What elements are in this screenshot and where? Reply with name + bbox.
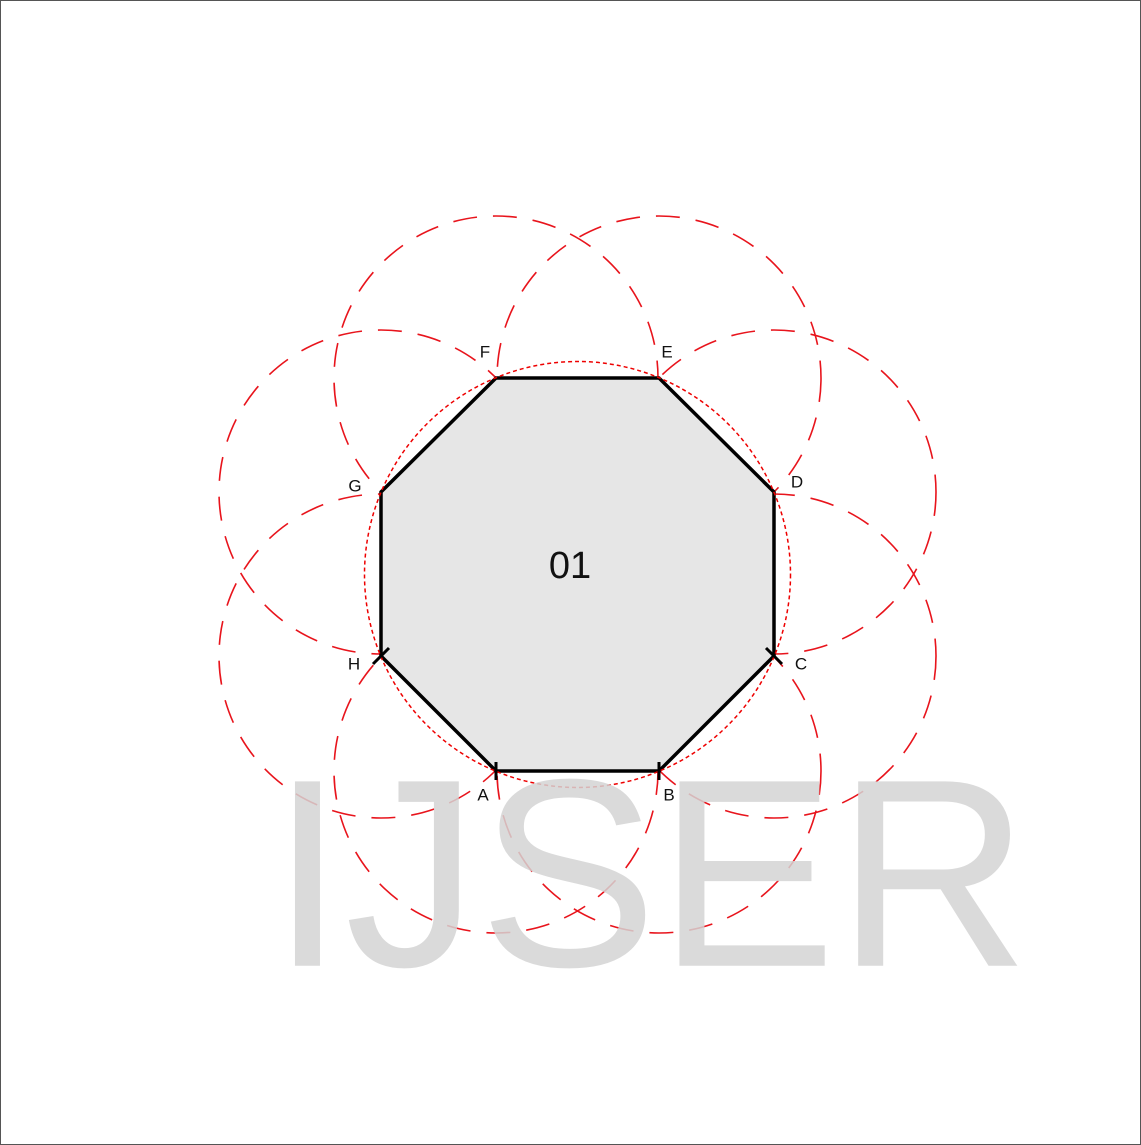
circumcircle bbox=[363, 360, 792, 789]
tick bbox=[371, 646, 391, 666]
vertex-label: H bbox=[348, 654, 360, 673]
vertex-label: A bbox=[477, 785, 489, 804]
watermark: IJSER bbox=[270, 723, 1030, 1023]
vertex-label: E bbox=[661, 342, 672, 361]
center-label: 01 bbox=[549, 545, 591, 587]
vertex-label: G bbox=[348, 476, 361, 495]
vertex-label: D bbox=[791, 472, 803, 491]
vertex-label: F bbox=[480, 342, 490, 361]
vertex-label: B bbox=[663, 785, 674, 804]
vertex-label: C bbox=[795, 654, 807, 673]
vertex-labels: A B C D E F G H bbox=[348, 342, 807, 804]
tick bbox=[764, 646, 784, 666]
